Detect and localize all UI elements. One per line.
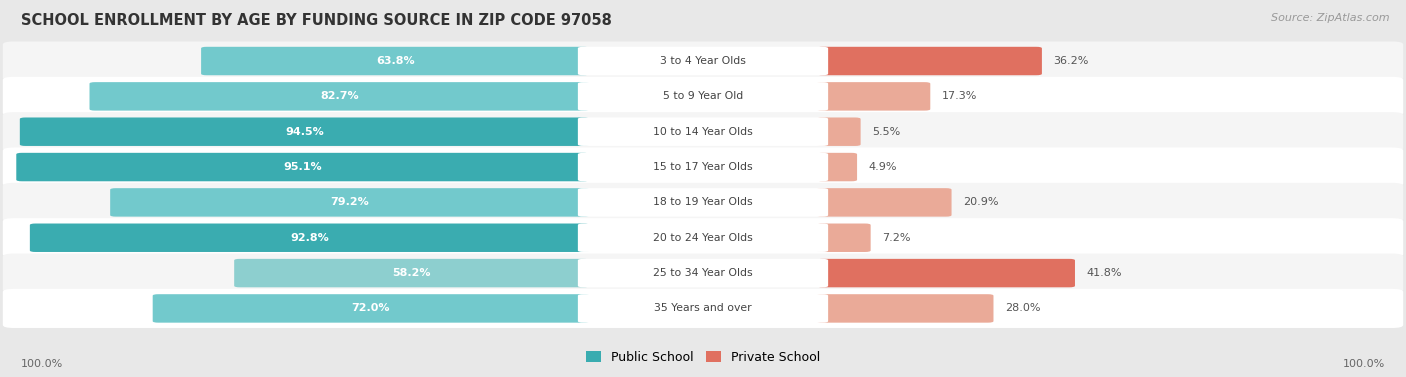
FancyBboxPatch shape [20, 118, 589, 146]
FancyBboxPatch shape [3, 112, 1403, 151]
Legend: Public School, Private School: Public School, Private School [581, 346, 825, 369]
FancyBboxPatch shape [3, 183, 1403, 222]
Text: 41.8%: 41.8% [1087, 268, 1122, 278]
Text: 35 Years and over: 35 Years and over [654, 303, 752, 313]
Text: 4.9%: 4.9% [869, 162, 897, 172]
FancyBboxPatch shape [578, 47, 828, 75]
Text: 15 to 17 Year Olds: 15 to 17 Year Olds [654, 162, 752, 172]
Text: 100.0%: 100.0% [1343, 359, 1385, 369]
FancyBboxPatch shape [578, 294, 828, 323]
FancyBboxPatch shape [578, 224, 828, 252]
FancyBboxPatch shape [3, 41, 1403, 81]
Text: 36.2%: 36.2% [1053, 56, 1088, 66]
FancyBboxPatch shape [578, 259, 828, 287]
FancyBboxPatch shape [817, 224, 870, 252]
FancyBboxPatch shape [90, 82, 589, 110]
Text: 5 to 9 Year Old: 5 to 9 Year Old [662, 91, 744, 101]
Text: 63.8%: 63.8% [375, 56, 415, 66]
FancyBboxPatch shape [817, 47, 1042, 75]
FancyBboxPatch shape [3, 77, 1403, 116]
FancyBboxPatch shape [578, 82, 828, 110]
FancyBboxPatch shape [817, 259, 1076, 287]
Text: 3 to 4 Year Olds: 3 to 4 Year Olds [659, 56, 747, 66]
Text: SCHOOL ENROLLMENT BY AGE BY FUNDING SOURCE IN ZIP CODE 97058: SCHOOL ENROLLMENT BY AGE BY FUNDING SOUR… [21, 13, 612, 28]
Text: 10 to 14 Year Olds: 10 to 14 Year Olds [654, 127, 752, 137]
Text: 5.5%: 5.5% [872, 127, 900, 137]
Text: 17.3%: 17.3% [942, 91, 977, 101]
FancyBboxPatch shape [110, 188, 589, 217]
Text: 95.1%: 95.1% [284, 162, 322, 172]
FancyBboxPatch shape [578, 118, 828, 146]
Text: 79.2%: 79.2% [330, 198, 368, 207]
FancyBboxPatch shape [30, 224, 589, 252]
Text: 20 to 24 Year Olds: 20 to 24 Year Olds [654, 233, 752, 243]
Text: 18 to 19 Year Olds: 18 to 19 Year Olds [654, 198, 752, 207]
Text: 82.7%: 82.7% [321, 91, 359, 101]
FancyBboxPatch shape [578, 153, 828, 181]
FancyBboxPatch shape [153, 294, 589, 323]
FancyBboxPatch shape [817, 118, 860, 146]
FancyBboxPatch shape [817, 82, 931, 110]
FancyBboxPatch shape [817, 153, 858, 181]
Text: 20.9%: 20.9% [963, 198, 998, 207]
Text: 100.0%: 100.0% [21, 359, 63, 369]
Text: 94.5%: 94.5% [285, 127, 323, 137]
FancyBboxPatch shape [3, 289, 1403, 328]
Text: 72.0%: 72.0% [352, 303, 389, 313]
FancyBboxPatch shape [3, 147, 1403, 187]
FancyBboxPatch shape [235, 259, 589, 287]
Text: 92.8%: 92.8% [290, 233, 329, 243]
FancyBboxPatch shape [578, 188, 828, 217]
FancyBboxPatch shape [817, 188, 952, 217]
Text: 28.0%: 28.0% [1005, 303, 1040, 313]
FancyBboxPatch shape [3, 253, 1403, 293]
FancyBboxPatch shape [817, 294, 994, 323]
Text: 58.2%: 58.2% [392, 268, 430, 278]
Text: 7.2%: 7.2% [882, 233, 911, 243]
Text: Source: ZipAtlas.com: Source: ZipAtlas.com [1271, 13, 1389, 23]
Text: 25 to 34 Year Olds: 25 to 34 Year Olds [654, 268, 752, 278]
FancyBboxPatch shape [17, 153, 589, 181]
FancyBboxPatch shape [201, 47, 589, 75]
FancyBboxPatch shape [3, 218, 1403, 257]
